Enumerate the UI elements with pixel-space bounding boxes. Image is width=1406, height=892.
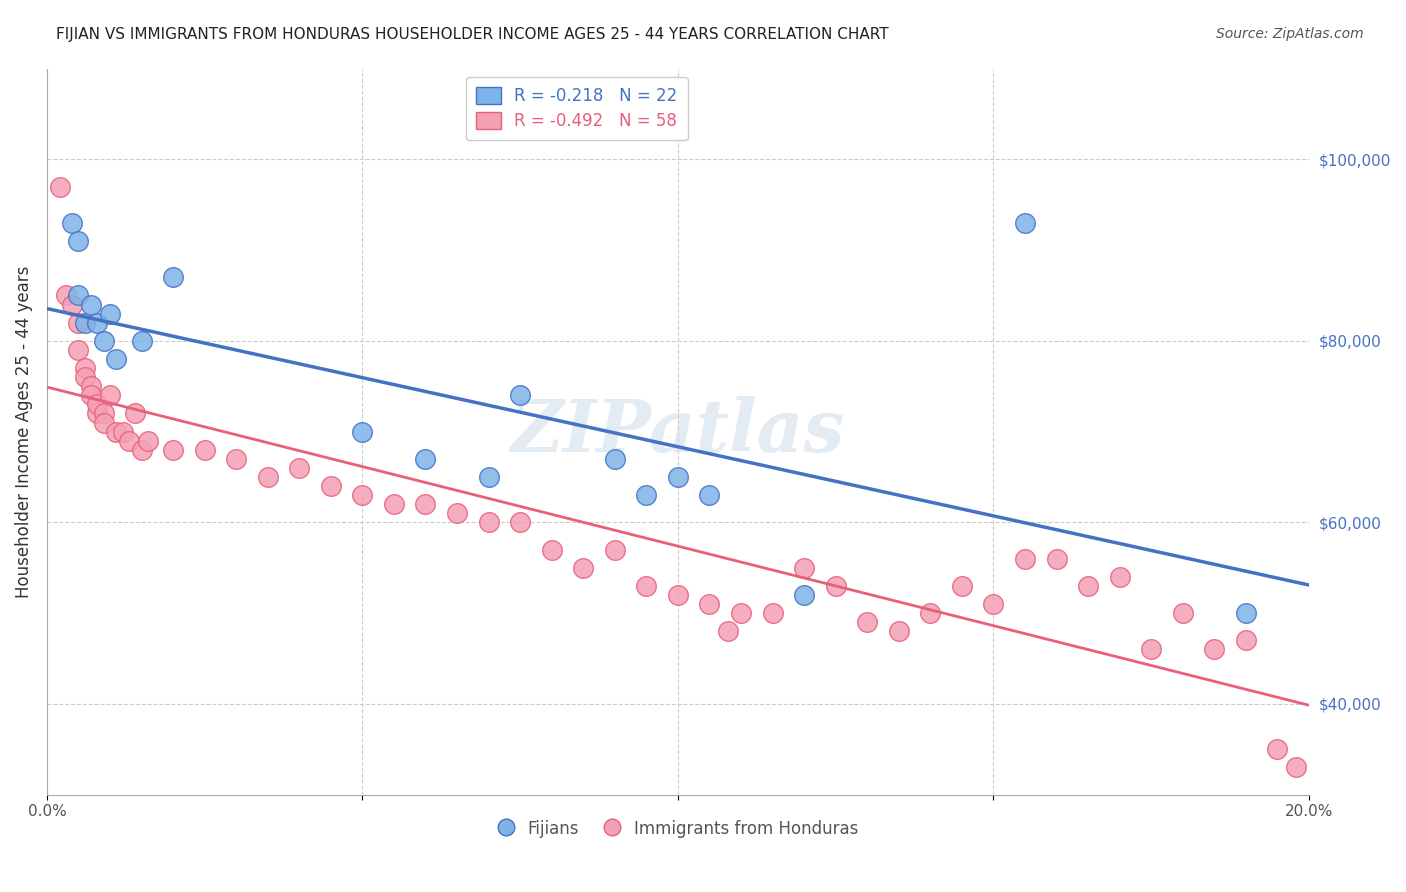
Point bbox=[1204, 642, 1226, 657]
Point bbox=[86, 397, 108, 411]
Point bbox=[86, 407, 108, 421]
Point bbox=[603, 451, 626, 466]
Point bbox=[666, 470, 689, 484]
Point bbox=[920, 606, 942, 620]
Point bbox=[1267, 742, 1289, 756]
Point bbox=[105, 351, 128, 366]
Point bbox=[415, 497, 437, 511]
Point bbox=[1234, 606, 1257, 620]
Point bbox=[67, 316, 90, 330]
Point bbox=[352, 488, 374, 502]
Point bbox=[983, 597, 1005, 611]
Point bbox=[1234, 633, 1257, 648]
Point bbox=[105, 425, 128, 439]
Point bbox=[1077, 579, 1099, 593]
Point bbox=[1171, 606, 1194, 620]
Point bbox=[730, 606, 752, 620]
Point bbox=[93, 416, 115, 430]
Point bbox=[950, 579, 973, 593]
Point bbox=[793, 561, 815, 575]
Point bbox=[793, 588, 815, 602]
Point bbox=[73, 361, 96, 376]
Point bbox=[80, 297, 103, 311]
Point bbox=[415, 451, 437, 466]
Text: ZIPatlas: ZIPatlas bbox=[510, 396, 845, 467]
Point bbox=[131, 442, 153, 457]
Point bbox=[636, 579, 658, 593]
Point bbox=[93, 334, 115, 348]
Point bbox=[478, 470, 501, 484]
Point bbox=[509, 516, 531, 530]
Point bbox=[699, 488, 721, 502]
Point bbox=[136, 434, 159, 448]
Point bbox=[856, 615, 879, 630]
Point bbox=[1014, 216, 1036, 230]
Point bbox=[73, 370, 96, 384]
Point bbox=[162, 270, 184, 285]
Point bbox=[73, 316, 96, 330]
Point bbox=[98, 307, 121, 321]
Point bbox=[572, 561, 595, 575]
Point bbox=[80, 379, 103, 393]
Point bbox=[93, 407, 115, 421]
Point bbox=[1140, 642, 1163, 657]
Point bbox=[636, 488, 658, 502]
Point bbox=[446, 506, 468, 520]
Point bbox=[699, 597, 721, 611]
Y-axis label: Householder Income Ages 25 - 44 years: Householder Income Ages 25 - 44 years bbox=[15, 266, 32, 598]
Point bbox=[1045, 551, 1067, 566]
Point bbox=[67, 288, 90, 302]
Point bbox=[1108, 570, 1130, 584]
Text: Source: ZipAtlas.com: Source: ZipAtlas.com bbox=[1216, 27, 1364, 41]
Point bbox=[1285, 760, 1308, 774]
Point bbox=[761, 606, 783, 620]
Point bbox=[55, 288, 77, 302]
Point bbox=[509, 388, 531, 402]
Point bbox=[111, 425, 134, 439]
Point bbox=[86, 316, 108, 330]
Point bbox=[478, 516, 501, 530]
Point bbox=[824, 579, 846, 593]
Point bbox=[60, 216, 83, 230]
Point bbox=[603, 542, 626, 557]
Text: FIJIAN VS IMMIGRANTS FROM HONDURAS HOUSEHOLDER INCOME AGES 25 - 44 YEARS CORRELA: FIJIAN VS IMMIGRANTS FROM HONDURAS HOUSE… bbox=[56, 27, 889, 42]
Point bbox=[124, 407, 146, 421]
Point bbox=[67, 343, 90, 357]
Point bbox=[382, 497, 405, 511]
Point bbox=[67, 234, 90, 248]
Point bbox=[48, 179, 70, 194]
Point bbox=[131, 334, 153, 348]
Point bbox=[717, 624, 740, 639]
Point bbox=[80, 388, 103, 402]
Legend: Fijians, Immigrants from Honduras: Fijians, Immigrants from Honduras bbox=[491, 814, 865, 845]
Point bbox=[288, 461, 311, 475]
Point bbox=[225, 451, 247, 466]
Point bbox=[98, 388, 121, 402]
Point bbox=[60, 297, 83, 311]
Point bbox=[887, 624, 910, 639]
Point bbox=[162, 442, 184, 457]
Point bbox=[118, 434, 141, 448]
Point bbox=[352, 425, 374, 439]
Point bbox=[540, 542, 562, 557]
Point bbox=[256, 470, 278, 484]
Point bbox=[666, 588, 689, 602]
Point bbox=[194, 442, 217, 457]
Point bbox=[319, 479, 342, 493]
Point bbox=[1014, 551, 1036, 566]
